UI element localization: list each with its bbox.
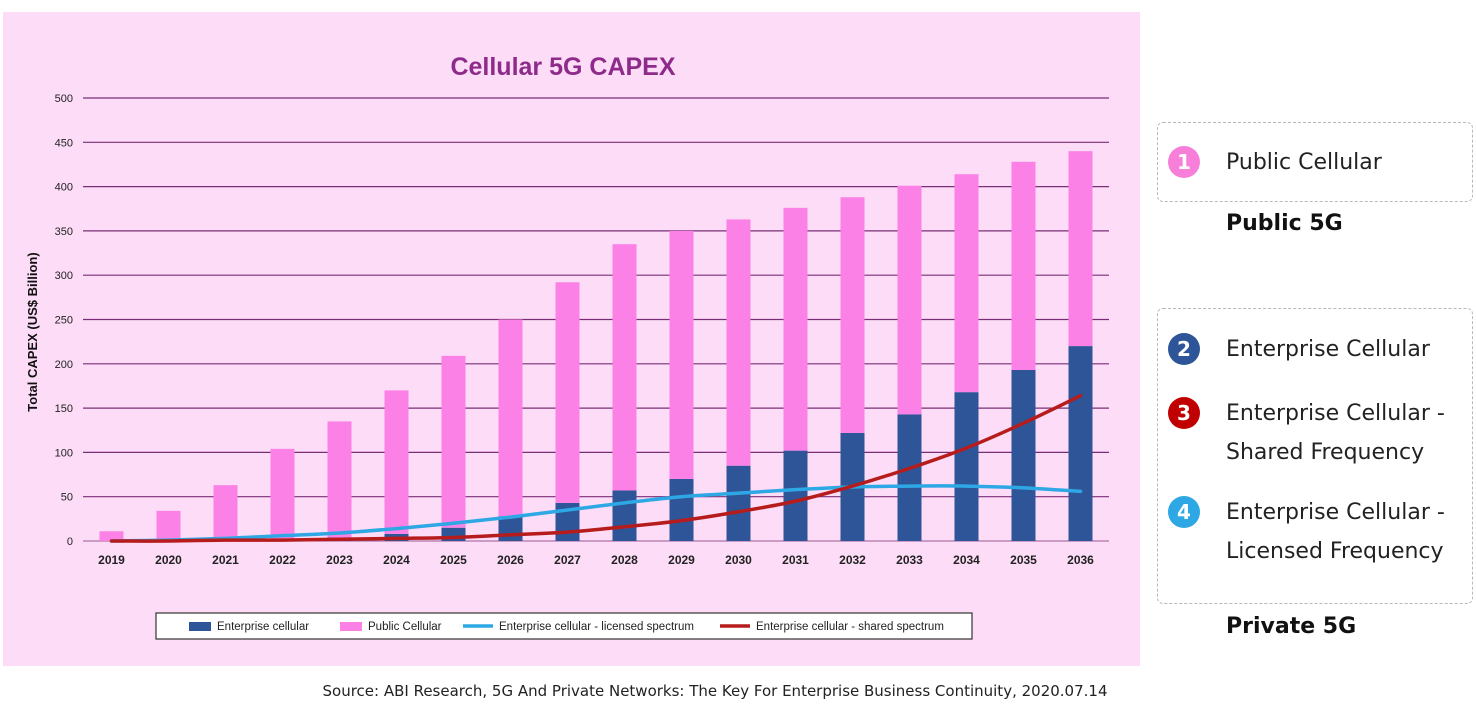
y-tick-label: 500 xyxy=(55,93,73,105)
bar-public-cellular-2025 xyxy=(441,355,466,528)
x-tick-label: 2033 xyxy=(896,553,923,567)
bar-enterprise-cellular-2028 xyxy=(612,490,637,541)
x-tick-label: 2027 xyxy=(554,553,581,567)
bar-public-cellular-2031 xyxy=(783,207,808,451)
bar-public-cellular-2020 xyxy=(156,510,181,541)
x-tick-label: 2031 xyxy=(782,553,809,567)
y-tick-label: 350 xyxy=(55,226,73,238)
x-tick-label: 2028 xyxy=(611,553,638,567)
bar-enterprise-cellular-2034 xyxy=(954,392,979,541)
chart-legend xyxy=(155,612,973,640)
x-tick-label: 2032 xyxy=(839,553,866,567)
x-tick-label: 2030 xyxy=(725,553,752,567)
x-tick-label: 2019 xyxy=(98,553,125,567)
number-4-icon: 4 xyxy=(1168,496,1200,528)
group-title-public-5g: Public 5G xyxy=(1226,211,1343,236)
legend-item-label-line2: Licensed Frequency xyxy=(1226,539,1444,564)
legend-item-label: Enterprise Cellular - xyxy=(1226,500,1445,525)
legend-swatch xyxy=(340,622,362,631)
legend-item-enterprise-licensed: 4 Enterprise Cellular - Licensed Frequen… xyxy=(1168,496,1445,574)
legend-entry-label: Public Cellular xyxy=(368,621,442,633)
x-tick-label: 2024 xyxy=(383,553,410,567)
x-tick-label: 2035 xyxy=(1010,553,1037,567)
legend-item-public-cellular: 1 Public Cellular xyxy=(1168,146,1382,185)
x-tick-label: 2034 xyxy=(953,553,980,567)
x-tick-label: 2020 xyxy=(155,553,182,567)
bar-public-cellular-2036 xyxy=(1068,151,1093,347)
x-tick-label: 2021 xyxy=(212,553,239,567)
bar-enterprise-cellular-2030 xyxy=(726,465,751,541)
y-tick-label: 200 xyxy=(55,359,73,371)
chart-title: Cellular 5G CAPEX xyxy=(450,53,675,81)
line-enterprise-cellular-shared-spectrum xyxy=(109,393,1083,543)
bar-enterprise-cellular-2031 xyxy=(783,450,808,541)
legend-item-label: Enterprise Cellular - xyxy=(1226,401,1445,426)
legend-swatch xyxy=(189,622,211,631)
chart-panel: Cellular 5G CAPEX Total CAPEX (US$ Billi… xyxy=(3,12,1140,666)
x-tick-label: 2036 xyxy=(1067,553,1094,567)
y-axis-label: Total CAPEX (US$ Billion) xyxy=(25,252,40,411)
bar-public-cellular-2023 xyxy=(327,421,352,538)
number-2-icon: 2 xyxy=(1168,333,1200,365)
capex-chart: Cellular 5G CAPEX Total CAPEX (US$ Billi… xyxy=(25,53,1109,640)
bar-public-cellular-2027 xyxy=(555,282,580,503)
bar-public-cellular-2022 xyxy=(270,448,295,540)
legend-item-enterprise-cellular: 2 Enterprise Cellular xyxy=(1168,333,1430,372)
bar-public-cellular-2024 xyxy=(384,390,409,534)
source-caption: Source: ABI Research, 5G And Private Net… xyxy=(322,682,1108,700)
legend-entry-label: Enterprise cellular xyxy=(217,621,309,633)
bar-public-cellular-2032 xyxy=(840,197,865,433)
x-tick-label: 2022 xyxy=(269,553,296,567)
bar-enterprise-cellular-2026 xyxy=(498,516,523,541)
y-tick-label: 100 xyxy=(55,447,73,459)
bar-public-cellular-2034 xyxy=(954,174,979,393)
bar-public-cellular-2028 xyxy=(612,244,637,491)
bar-enterprise-cellular-2036 xyxy=(1068,346,1093,541)
group-title-private-5g: Private 5G xyxy=(1226,614,1357,639)
private-5g-box xyxy=(1157,308,1473,604)
y-tick-label: 400 xyxy=(55,182,73,194)
bar-public-cellular-2033 xyxy=(897,185,922,415)
legend-entry-label: Enterprise cellular - licensed spectrum xyxy=(499,621,694,633)
bar-public-cellular-2035 xyxy=(1011,161,1036,371)
legend-item-label: Public Cellular xyxy=(1226,150,1382,175)
y-tick-label: 300 xyxy=(55,270,73,282)
number-1-icon: 1 xyxy=(1168,146,1200,178)
y-tick-label: 450 xyxy=(55,137,73,149)
bar-public-cellular-2019 xyxy=(99,531,124,541)
y-tick-label: 0 xyxy=(67,536,73,548)
bar-public-cellular-2021 xyxy=(213,485,238,541)
y-tick-label: 50 xyxy=(61,492,73,504)
legend-item-label-line2: Shared Frequency xyxy=(1226,440,1425,465)
x-tick-label: 2025 xyxy=(440,553,467,567)
legend-item-enterprise-shared: 3 Enterprise Cellular - Shared Frequency xyxy=(1168,397,1445,475)
public-5g-box xyxy=(1157,122,1473,202)
bar-public-cellular-2030 xyxy=(726,219,751,466)
bar-enterprise-cellular-2035 xyxy=(1011,370,1036,541)
bar-public-cellular-2026 xyxy=(498,319,523,517)
y-tick-label: 250 xyxy=(55,315,73,327)
legend-entry-label: Enterprise cellular - shared spectrum xyxy=(756,621,944,633)
x-tick-label: 2026 xyxy=(497,553,524,567)
legend-item-label: Enterprise Cellular xyxy=(1226,337,1430,362)
bar-enterprise-cellular-2033 xyxy=(897,414,922,541)
x-tick-label: 2029 xyxy=(668,553,695,567)
line-enterprise-cellular-licensed-spectrum xyxy=(109,484,1083,543)
bar-public-cellular-2029 xyxy=(669,230,694,479)
number-3-icon: 3 xyxy=(1168,397,1200,429)
y-tick-label: 150 xyxy=(55,403,73,415)
x-tick-label: 2023 xyxy=(326,553,353,567)
bar-enterprise-cellular-2029 xyxy=(669,478,694,541)
